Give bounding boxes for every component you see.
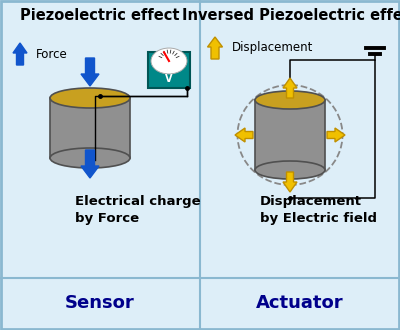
Ellipse shape xyxy=(255,91,325,109)
FancyArrow shape xyxy=(208,37,222,59)
Text: Displacement: Displacement xyxy=(232,42,313,54)
Ellipse shape xyxy=(50,148,130,168)
Text: by Electric field: by Electric field xyxy=(260,212,377,225)
Ellipse shape xyxy=(50,88,130,108)
FancyArrow shape xyxy=(13,43,27,65)
FancyArrow shape xyxy=(81,58,99,86)
FancyArrow shape xyxy=(81,150,99,178)
Text: Electrical charge: Electrical charge xyxy=(75,195,201,208)
Text: by Force: by Force xyxy=(75,212,139,225)
Text: Sensor: Sensor xyxy=(65,294,135,312)
Bar xyxy=(255,100,325,170)
Bar xyxy=(50,98,130,158)
Text: Actuator: Actuator xyxy=(256,294,344,312)
Text: Inversed Piezoelectric effect: Inversed Piezoelectric effect xyxy=(182,8,400,23)
Bar xyxy=(148,52,190,88)
Ellipse shape xyxy=(255,161,325,179)
FancyArrow shape xyxy=(283,78,297,98)
FancyArrow shape xyxy=(327,128,345,142)
FancyArrow shape xyxy=(235,128,253,142)
Ellipse shape xyxy=(151,48,187,74)
Text: Displacement: Displacement xyxy=(260,195,362,208)
Text: V: V xyxy=(165,74,173,84)
Text: Piezoelectric effect: Piezoelectric effect xyxy=(20,8,180,23)
FancyArrow shape xyxy=(283,172,297,192)
Text: Force: Force xyxy=(36,48,68,60)
